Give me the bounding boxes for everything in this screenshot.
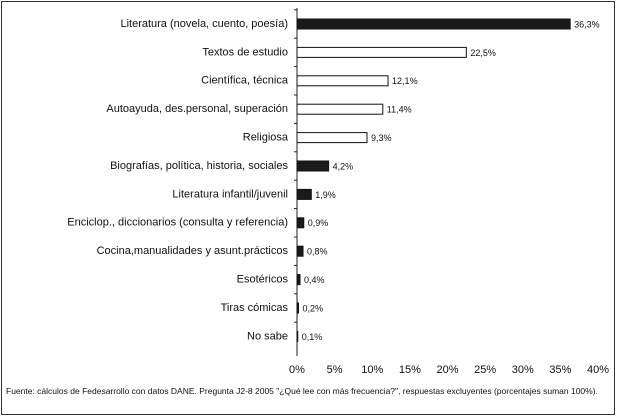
bar	[296, 274, 301, 286]
category-label: Científica, técnica	[201, 75, 289, 87]
footnote: Fuente: cálculos de Fedesarrollo con dat…	[6, 386, 598, 396]
category-label: Textos de estudio	[202, 46, 288, 58]
x-tick-label: 10%	[361, 364, 383, 376]
value-label: 0,1%	[302, 332, 323, 342]
bar	[296, 75, 389, 87]
bar	[296, 103, 384, 115]
category-label: Cocina,manualidades y asunt.prácticos	[97, 245, 289, 257]
x-tick-label: 20%	[436, 364, 458, 376]
bar	[296, 245, 304, 257]
x-tick-label: 0%	[289, 364, 305, 376]
bar	[296, 132, 368, 144]
value-label: 22,5%	[470, 48, 496, 58]
category-label: Enciclop., diccionarios (consulta y refe…	[67, 217, 288, 229]
value-label: 0,2%	[303, 303, 324, 313]
category-label: Literatura infantil/juvenil	[172, 188, 288, 200]
bar	[296, 160, 330, 172]
x-tick-label: 35%	[549, 364, 571, 376]
x-tick-label: 40%	[587, 364, 609, 376]
value-label: 9,3%	[371, 133, 392, 143]
bar	[296, 188, 312, 200]
value-label: 0,4%	[304, 275, 325, 285]
category-label: Literatura (novela, cuento, poesía)	[120, 18, 288, 30]
value-label: 0,9%	[308, 218, 329, 228]
value-label: 0,8%	[307, 247, 328, 257]
x-tick-label: 15%	[399, 364, 421, 376]
x-tick-label: 25%	[474, 364, 496, 376]
category-label: Esotéricos	[237, 274, 289, 286]
value-label: 1,9%	[315, 190, 336, 200]
value-label: 12,1%	[392, 76, 418, 86]
x-tick-label: 30%	[512, 364, 534, 376]
bar	[296, 330, 299, 342]
category-label: Tiras cómicas	[221, 302, 289, 314]
value-label: 11,4%	[387, 105, 412, 115]
bar	[296, 302, 300, 314]
value-label: 4,2%	[333, 161, 354, 171]
bar	[296, 46, 467, 58]
category-label: Autoayuda, des.personal, superación	[106, 103, 288, 115]
category-label: Religiosa	[243, 132, 289, 144]
bar	[296, 18, 571, 30]
value-label: 36,3%	[574, 19, 600, 29]
category-label: Biografías, política, historia, sociales	[110, 160, 288, 172]
bar	[296, 217, 305, 229]
category-label: No sabe	[247, 330, 288, 342]
x-tick-label: 5%	[327, 364, 343, 376]
